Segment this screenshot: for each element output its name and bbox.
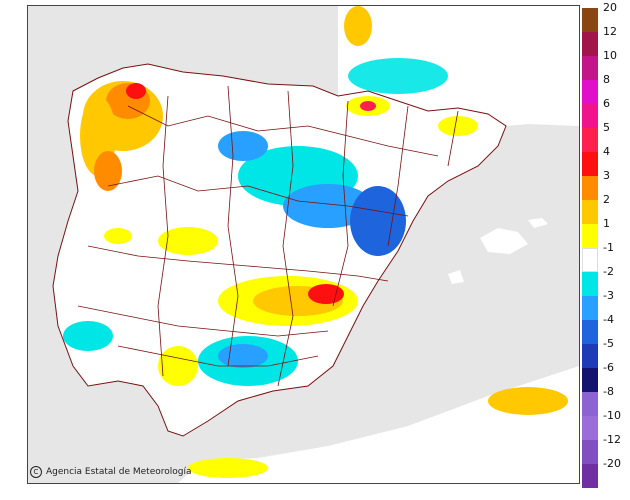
legend-item: -8 — [582, 385, 628, 416]
legend-swatch — [582, 152, 598, 176]
legend-item: 4 — [582, 145, 628, 176]
legend-label: -3 — [603, 289, 614, 302]
legend-item: 6 — [582, 97, 628, 128]
legend-swatch — [582, 32, 598, 56]
ibiza-land — [448, 270, 464, 284]
legend-label: -5 — [603, 337, 614, 350]
legend-item: 5 — [582, 121, 628, 152]
menorca-land — [528, 218, 548, 228]
agency-credit: C Agencia Estatal de Meteorología — [30, 466, 192, 478]
legend-swatch — [582, 104, 598, 128]
legend-swatch — [582, 128, 598, 152]
africa-land — [178, 366, 579, 483]
africa-anomaly-patch — [488, 387, 568, 415]
legend-swatch — [582, 176, 598, 200]
legend-swatch — [582, 392, 598, 416]
legend-swatch — [582, 464, 598, 488]
africa-anomaly-patch-2 — [188, 458, 268, 478]
legend-label: 6 — [603, 97, 610, 110]
legend-label: 2 — [603, 193, 610, 206]
legend-swatch — [582, 440, 598, 464]
copyright-icon: C — [30, 466, 42, 478]
legend-item: -6 — [582, 361, 628, 392]
legend-label: -2 — [603, 265, 614, 278]
legend-label: -4 — [603, 313, 614, 326]
legend-swatch — [582, 80, 598, 104]
anomaly-patches — [63, 81, 478, 386]
legend-label: -1 — [603, 241, 614, 254]
legend-label: 8 — [603, 73, 610, 86]
legend-item: -5 — [582, 337, 628, 368]
legend-item: 10 — [582, 49, 628, 80]
legend-label: -8 — [603, 385, 614, 398]
legend-item: 8 — [582, 73, 628, 104]
legend-item: 3 — [582, 169, 628, 200]
legend-swatch — [582, 320, 598, 344]
legend-label: 12 — [603, 25, 617, 38]
legend-item: 1 — [582, 217, 628, 248]
legend-swatch — [582, 224, 598, 248]
legend-label: -6 — [603, 361, 614, 374]
anomaly-map — [28, 6, 579, 483]
legend-item: -20 — [582, 457, 628, 488]
legend-swatch — [582, 296, 598, 320]
france-warm-patch — [344, 6, 372, 46]
legend-item: -1 — [582, 241, 628, 272]
legend-item: -4 — [582, 313, 628, 344]
legend-swatch — [582, 200, 598, 224]
map-panel[interactable] — [27, 5, 580, 484]
province-borders — [77, 85, 459, 387]
legend-swatch — [582, 272, 598, 296]
legend-swatch — [582, 416, 598, 440]
legend-item: -2 — [582, 265, 628, 296]
legend-label: -10 — [603, 409, 621, 422]
legend-swatch — [582, 8, 598, 32]
legend-item: 12 — [582, 25, 628, 56]
legend-swatch — [582, 368, 598, 392]
legend-label: 10 — [603, 49, 617, 62]
legend-swatch — [582, 56, 598, 80]
legend-swatch — [582, 344, 598, 368]
france-anomaly-patch — [348, 58, 448, 94]
mallorca-land — [480, 228, 528, 254]
legend-label: 20 — [603, 1, 617, 14]
legend-label: -12 — [603, 433, 621, 446]
legend-item: -3 — [582, 289, 628, 320]
legend-label: 1 — [603, 217, 610, 230]
legend-swatch — [582, 248, 598, 272]
agency-name: Agencia Estatal de Meteorología — [46, 467, 192, 477]
legend-label: 3 — [603, 169, 610, 182]
legend-item: 2 — [582, 193, 628, 224]
legend-label: 5 — [603, 121, 610, 134]
legend-label: -20 — [603, 457, 621, 470]
color-legend: 20 12 10 8 6 5 4 3 2 1 -1 -2 -3 -4 -5 -6 -8 -10 -12 -20 — [582, 1, 628, 492]
legend-item: 20 — [582, 1, 628, 32]
legend-item: -12 — [582, 433, 628, 464]
legend-item: -10 — [582, 409, 628, 440]
legend-label: 4 — [603, 145, 610, 158]
france-land — [338, 6, 579, 126]
